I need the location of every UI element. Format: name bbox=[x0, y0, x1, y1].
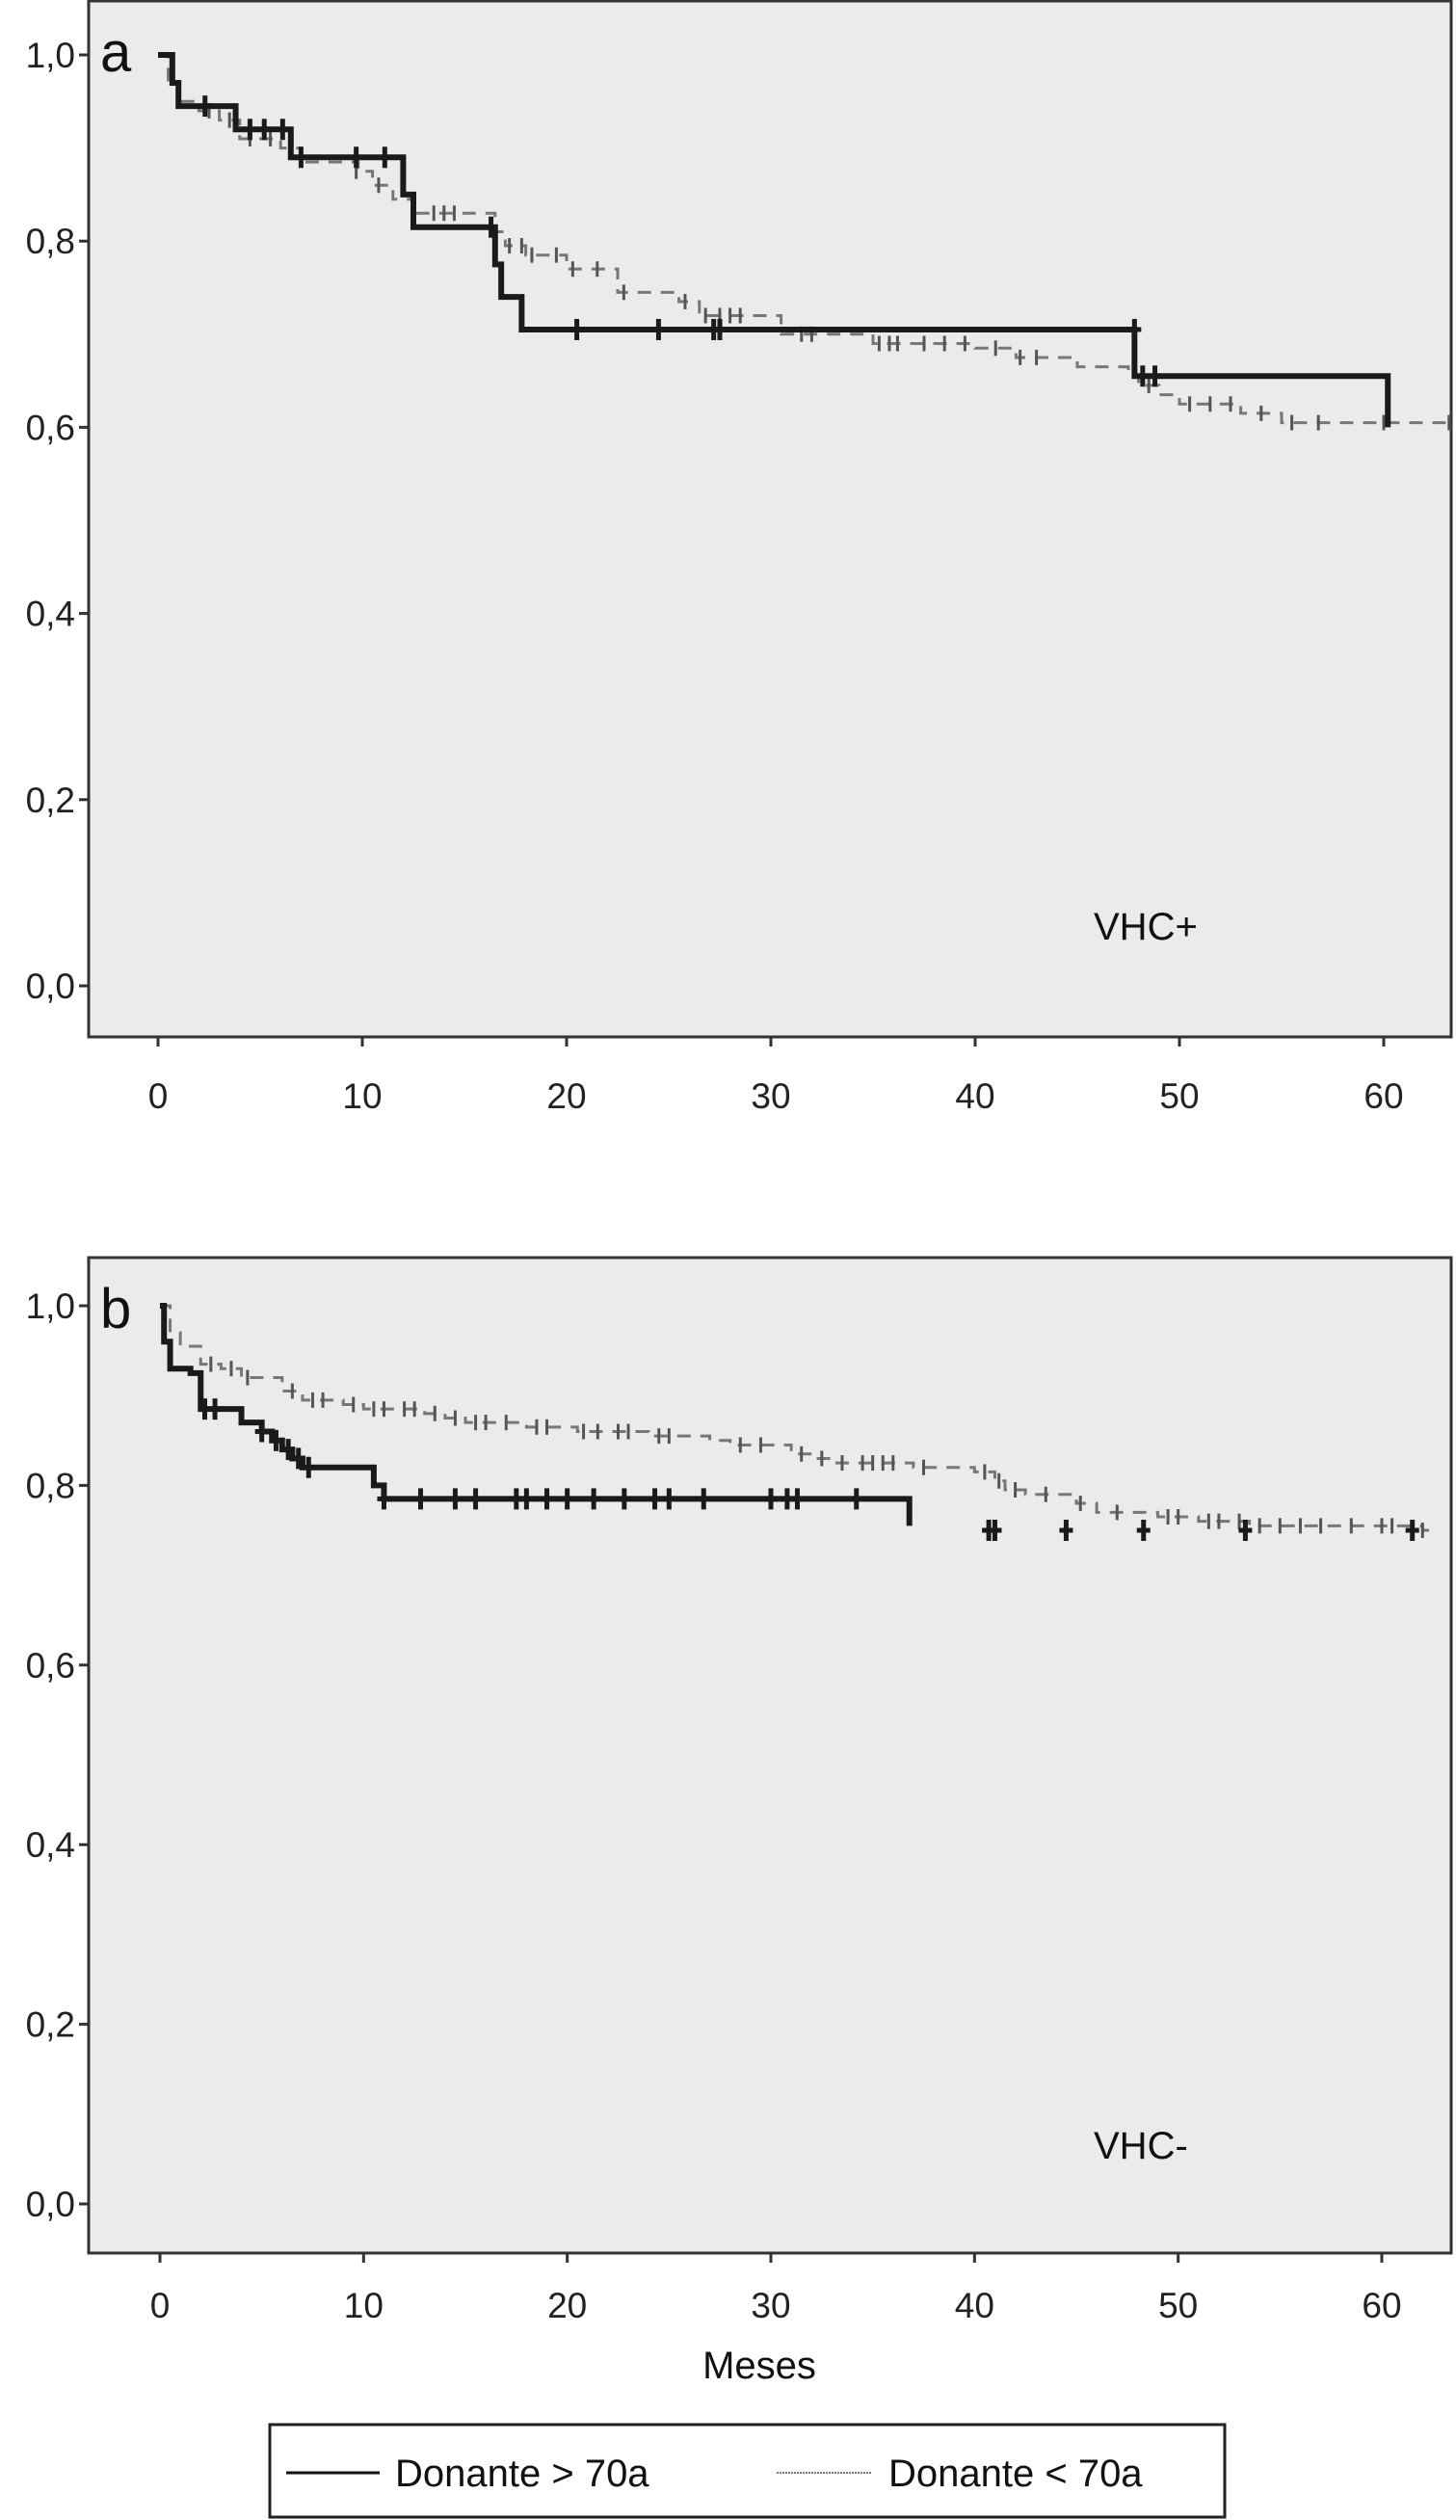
legend-box bbox=[268, 2423, 1227, 2519]
series-line-under-70 bbox=[160, 1304, 1438, 1532]
panel-b: 0,0 0,2 0,4 0,6 0,8 1,0 0 10 20 30 40 50 60 b VHC- Mese… bbox=[26, 1256, 1453, 2387]
x-tick-label: 10 bbox=[344, 2286, 384, 2325]
x-tick-label: 50 bbox=[1159, 1076, 1199, 1116]
x-tick-label: 40 bbox=[955, 1076, 994, 1116]
y-tick-label: 1,0 bbox=[26, 36, 75, 75]
y-tick-label: 0,8 bbox=[26, 1466, 75, 1505]
plot-area bbox=[87, 0, 1453, 1039]
y-tick-label: 0,6 bbox=[26, 1646, 75, 1685]
panel-annotation: VHC+ bbox=[1094, 906, 1198, 948]
x-tick-label: 40 bbox=[955, 2286, 994, 2325]
x-tick-label: 60 bbox=[1362, 2286, 1401, 2325]
x-tick-label: 0 bbox=[148, 1076, 169, 1116]
legend-label-under-70: Donante < 70a bbox=[888, 2453, 1143, 2495]
y-tick-label: 0,4 bbox=[26, 1825, 75, 1865]
x-tick-label: 20 bbox=[547, 2286, 587, 2325]
y-tick-label: 0,8 bbox=[26, 222, 75, 261]
y-tick-label: 0,2 bbox=[26, 781, 75, 820]
series-line-over-70 bbox=[160, 1303, 913, 1526]
y-tick-label: 1,0 bbox=[26, 1287, 75, 1326]
x-tick-label: 60 bbox=[1363, 1076, 1403, 1116]
y-tick-label: 0,2 bbox=[26, 2005, 75, 2045]
legend-label-over-70: Donante > 70a bbox=[395, 2453, 649, 2495]
panel-letter: b bbox=[100, 1278, 131, 1340]
x-tick-label: 30 bbox=[751, 2286, 790, 2325]
panel-annotation: VHC- bbox=[1094, 2125, 1188, 2167]
y-tick-label: 0,6 bbox=[26, 408, 75, 447]
legend: Donante > 70a Donante < 70a bbox=[268, 2423, 1227, 2519]
panel-letter: a bbox=[100, 21, 132, 84]
x-axis-label: Meses bbox=[702, 2345, 816, 2387]
y-tick-label: 0,0 bbox=[26, 2185, 75, 2224]
x-tick-label: 0 bbox=[150, 2286, 171, 2325]
x-tick-label: 10 bbox=[342, 1076, 382, 1116]
y-tick-label: 0,4 bbox=[26, 595, 75, 634]
y-tick-label: 0,0 bbox=[26, 967, 75, 1006]
x-tick-label: 50 bbox=[1158, 2286, 1198, 2325]
panel-a: 0,0 0,2 0,4 0,6 0,8 1,0 0 10 20 30 40 50 60 a VHC+ bbox=[26, 0, 1456, 1116]
plot-area bbox=[87, 1256, 1453, 2255]
x-tick-label: 20 bbox=[546, 1076, 586, 1116]
x-tick-label: 30 bbox=[751, 1076, 790, 1116]
